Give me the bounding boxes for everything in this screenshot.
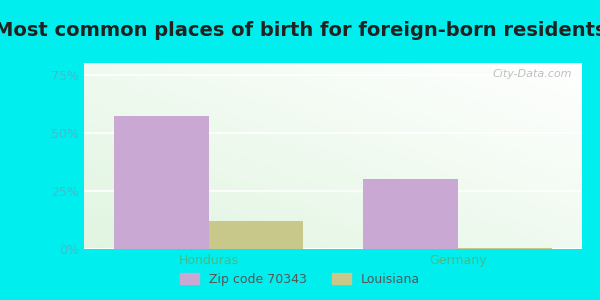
- Bar: [209, 221, 303, 249]
- Bar: [363, 179, 458, 249]
- Legend: Zip code 70343, Louisiana: Zip code 70343, Louisiana: [175, 268, 425, 291]
- Bar: [114, 116, 209, 249]
- Bar: [458, 248, 552, 249]
- Text: City-Data.com: City-Data.com: [493, 69, 572, 79]
- Text: Most common places of birth for foreign-born residents: Most common places of birth for foreign-…: [0, 21, 600, 40]
